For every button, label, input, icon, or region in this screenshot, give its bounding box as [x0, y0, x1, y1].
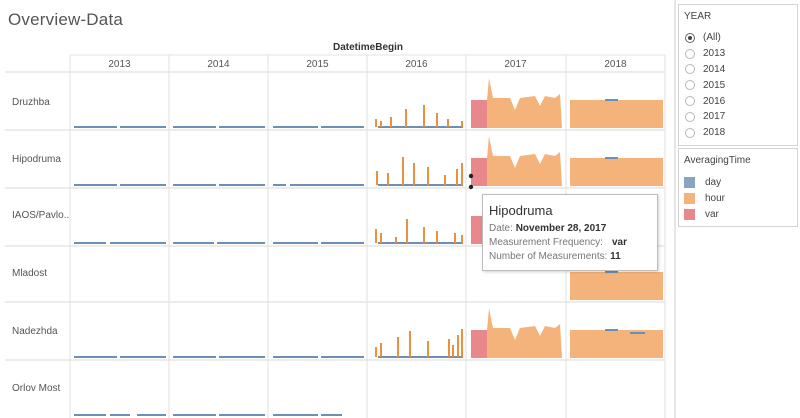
tooltip-frequency-row: Measurement Frequency: var: [489, 237, 627, 248]
radio-selected-icon: [685, 32, 695, 43]
year-option-all[interactable]: (All): [679, 30, 797, 46]
legend-swatch-day: [684, 176, 695, 188]
year-option-2018[interactable]: 2018: [679, 125, 797, 141]
row-label-iaos: IAOS/Pavlo..: [12, 210, 70, 221]
year-header-2014: 2014: [207, 59, 230, 70]
var-area-2017: [471, 330, 487, 358]
legend-swatch-var: [684, 208, 695, 220]
year-filter-card: YEAR (All) 2013 2014 2015 2016 2017 2018: [678, 4, 798, 146]
tooltip-title: Hipodruma: [489, 203, 553, 218]
selected-mark: [468, 173, 474, 179]
var-area-2017: [471, 100, 487, 128]
hour-area-2018: [570, 330, 663, 358]
tooltip: Hipodruma Date: November 28, 2017 Measur…: [482, 194, 658, 271]
hour-area-2017: [487, 308, 562, 358]
year-filter-title: YEAR: [684, 11, 712, 22]
legend-item-var[interactable]: var: [679, 206, 797, 222]
year-option-2016[interactable]: 2016: [679, 93, 797, 109]
legend-title: AveragingTime: [684, 155, 751, 166]
dashboard-title: Overview-Data: [8, 10, 124, 29]
radio-icon: [685, 127, 695, 138]
tooltip-date-row: Date: November 28, 2017: [489, 223, 607, 234]
hour-area-2018: [570, 158, 663, 186]
year-header-2015: 2015: [306, 59, 329, 70]
hour-area-2018: [570, 100, 663, 128]
legend-item-hour[interactable]: hour: [679, 190, 797, 206]
var-area-2017: [471, 216, 483, 244]
year-option-2013[interactable]: 2013: [679, 46, 797, 62]
legend-swatch-hour: [684, 192, 695, 204]
hour-area-2017: [487, 78, 562, 128]
radio-icon: [685, 48, 695, 59]
row-label-mladost: Mladost: [12, 268, 48, 279]
year-header-2016: 2016: [405, 59, 428, 70]
hour-area-2017: [487, 136, 562, 186]
year-option-2015[interactable]: 2015: [679, 77, 797, 93]
legend-item-day[interactable]: day: [679, 174, 797, 190]
averaging-time-legend: AveragingTime day hour var: [678, 148, 798, 227]
year-option-2017[interactable]: 2017: [679, 109, 797, 125]
tooltip-count-row: Number of Measurements: 11: [489, 251, 621, 262]
radio-icon: [685, 64, 695, 75]
year-header-2018: 2018: [604, 59, 627, 70]
radio-icon: [685, 80, 695, 91]
row-label-hipodruma: Hipodruma: [12, 154, 61, 165]
row-label-nadezhda: Nadezhda: [12, 326, 58, 337]
year-header-2017: 2017: [504, 59, 527, 70]
panel-separator: [674, 0, 676, 418]
column-header-datetimebegin: DatetimeBegin: [333, 42, 404, 53]
row-label-druzhba: Druzhba: [12, 97, 50, 108]
year-option-2014[interactable]: 2014: [679, 62, 797, 78]
year-header-2013: 2013: [108, 59, 131, 70]
row-label-orlov-most: Orlov Most: [12, 383, 61, 394]
selected-mark: [468, 184, 474, 190]
radio-icon: [685, 111, 695, 122]
var-area-2017: [471, 158, 487, 186]
hour-area-2018: [570, 272, 663, 300]
radio-icon: [685, 96, 695, 107]
